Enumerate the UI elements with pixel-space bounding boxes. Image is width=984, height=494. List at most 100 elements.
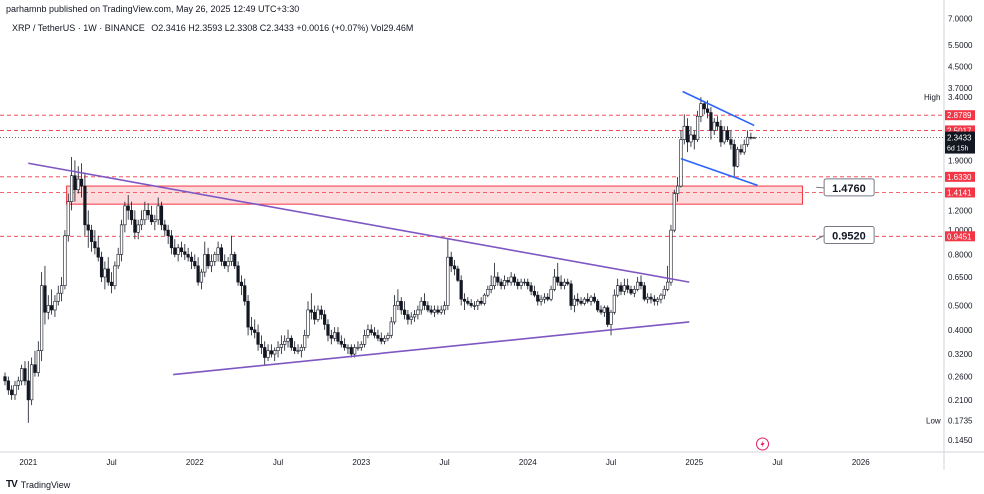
candle-body bbox=[323, 314, 327, 325]
candle-body bbox=[469, 303, 473, 306]
candle-body bbox=[366, 329, 370, 336]
y-tick-label: 0.8000 bbox=[948, 250, 973, 259]
candle-body bbox=[722, 130, 726, 143]
x-tick-label: 2021 bbox=[19, 458, 37, 467]
candle-body bbox=[689, 134, 693, 143]
candle-body bbox=[682, 125, 686, 140]
candle-body bbox=[406, 314, 410, 320]
candle-body bbox=[609, 311, 613, 325]
candle-body bbox=[409, 316, 413, 320]
candle-body bbox=[576, 298, 580, 302]
candle-body bbox=[669, 229, 673, 283]
candle-body bbox=[612, 294, 616, 313]
candle-body bbox=[316, 309, 320, 320]
y-tick-label: 1.2000 bbox=[948, 206, 973, 215]
y-tick-label: 0.4000 bbox=[948, 326, 973, 335]
candle-body bbox=[489, 285, 493, 290]
candle-body bbox=[532, 290, 537, 296]
candle-body bbox=[616, 285, 620, 296]
candle-body bbox=[596, 300, 600, 311]
candle-body bbox=[606, 307, 610, 325]
callout-pointer bbox=[816, 186, 825, 189]
candle-body bbox=[419, 300, 423, 311]
candle-body bbox=[306, 309, 310, 336]
candle-body bbox=[729, 139, 733, 145]
candle-body bbox=[436, 309, 440, 313]
trendline-flag-top bbox=[682, 90, 755, 127]
candle-body bbox=[273, 350, 277, 355]
candle-body bbox=[226, 261, 230, 267]
candle-body bbox=[735, 149, 740, 167]
tradingview-logo-icon: TV bbox=[6, 479, 18, 490]
candle-body bbox=[742, 144, 746, 153]
candle-body bbox=[626, 285, 630, 290]
candle-body bbox=[562, 281, 567, 286]
candle-body bbox=[692, 134, 696, 140]
candle-body bbox=[166, 229, 170, 237]
candle-body bbox=[133, 219, 137, 233]
candle-body bbox=[333, 332, 337, 339]
price-level-tag-label: 0.9451 bbox=[947, 232, 972, 241]
candle-body bbox=[353, 347, 357, 355]
high-label: High bbox=[924, 93, 940, 102]
candle-body bbox=[259, 344, 263, 348]
x-tick-label: 2025 bbox=[685, 458, 703, 467]
candle-body bbox=[429, 309, 433, 313]
candle-body bbox=[506, 280, 510, 283]
candle-body bbox=[83, 185, 87, 226]
candle-body bbox=[359, 344, 363, 348]
candle-body bbox=[246, 300, 250, 328]
candle-body bbox=[143, 210, 147, 221]
candle-body bbox=[426, 305, 430, 311]
candle-body bbox=[699, 103, 703, 117]
candle-body bbox=[509, 276, 513, 283]
candle-body bbox=[542, 296, 547, 300]
candle-body bbox=[63, 235, 67, 286]
candle-body bbox=[442, 305, 447, 311]
candle-body bbox=[556, 276, 560, 283]
candle-body bbox=[326, 324, 330, 336]
symbol-info: XRP / TetherUS · 1W · BINANCE bbox=[12, 23, 145, 33]
candle-body bbox=[386, 335, 390, 339]
candle-body bbox=[206, 254, 210, 267]
candle-body bbox=[30, 364, 34, 401]
candle-body bbox=[416, 309, 420, 315]
candle-body bbox=[96, 247, 100, 258]
candle-body bbox=[33, 364, 37, 373]
candle-body bbox=[43, 285, 47, 313]
candle-body bbox=[253, 329, 257, 333]
candle-body bbox=[349, 347, 353, 355]
current-price-label: 2.3433 bbox=[947, 134, 972, 143]
candle-body bbox=[459, 280, 463, 300]
candle-body bbox=[266, 350, 270, 358]
candle-body bbox=[476, 300, 480, 306]
candle-body bbox=[13, 385, 17, 396]
candle-body bbox=[60, 285, 64, 294]
candle-body bbox=[462, 298, 467, 302]
candle-body bbox=[672, 193, 676, 231]
candle-body bbox=[432, 309, 437, 313]
candle-body bbox=[156, 205, 160, 221]
y-tick-label: 0.6500 bbox=[948, 273, 973, 282]
price-level-tag bbox=[945, 171, 975, 182]
y-tick-label: 0.2100 bbox=[948, 396, 973, 405]
candle-body bbox=[106, 268, 110, 283]
candle-body bbox=[163, 224, 167, 231]
candle-body bbox=[236, 265, 240, 283]
candle-body bbox=[539, 298, 543, 302]
candle-body bbox=[303, 335, 307, 348]
candle-body bbox=[376, 335, 380, 339]
candle-body bbox=[229, 254, 234, 262]
candle-body bbox=[659, 294, 663, 300]
candle-body bbox=[146, 210, 150, 216]
x-tick-label: Jul bbox=[106, 458, 116, 467]
low-value-label: 0.1735 bbox=[948, 417, 973, 426]
candle-body bbox=[223, 261, 227, 267]
candle-body bbox=[136, 224, 140, 233]
candle-body bbox=[446, 256, 450, 306]
candle-body bbox=[79, 178, 84, 187]
candle-body bbox=[196, 265, 200, 283]
candle-body bbox=[119, 224, 124, 255]
candle-body bbox=[449, 256, 453, 267]
